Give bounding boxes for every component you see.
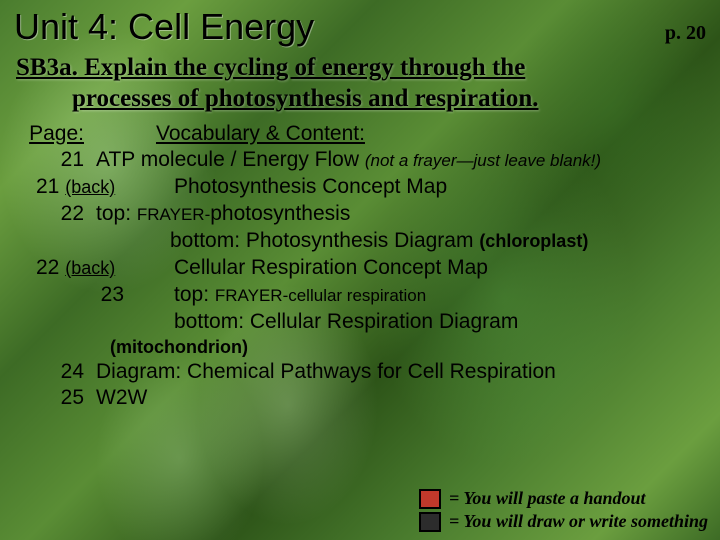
page-22back: (back) (65, 258, 115, 278)
row3-post: photosynthesis (210, 202, 350, 225)
standard-line1: SB3a. Explain the cycling of energy thro… (16, 54, 525, 81)
swatch-draw (419, 512, 441, 532)
row6-pre: top: (174, 283, 215, 306)
row1-text: ATP molecule / Energy Flow (96, 148, 365, 171)
page-23: 23 (14, 282, 142, 309)
page-25: 25 (14, 385, 96, 412)
row6-sc: FRAYER-cellular respiration (215, 286, 426, 305)
row2-text: Photosynthesis Concept Map (142, 174, 706, 201)
row7-text: bottom: Cellular Respiration Diagram (142, 309, 706, 336)
vocab-header: Vocabulary & Content: (156, 122, 365, 145)
page-number: p. 20 (665, 22, 706, 45)
row4-note: (chloroplast) (479, 231, 588, 251)
row1-note: (not a frayer—just leave blank!) (365, 151, 601, 170)
page-21back-num: 21 (36, 175, 65, 198)
row3-pre: top: (96, 202, 137, 225)
content-block: Page: Vocabulary & Content: 21 ATP molec… (14, 121, 706, 413)
mito-note: (mitochondrion) (14, 336, 706, 359)
page-21back: (back) (65, 177, 115, 197)
legend-draw-text: = You will draw or write something (449, 511, 708, 532)
row8-text: Diagram: Chemical Pathways for Cell Resp… (96, 359, 706, 386)
row5-text: Cellular Respiration Concept Map (142, 255, 706, 282)
page-22: 22 (14, 201, 96, 228)
unit-title: Unit 4: Cell Energy (14, 6, 314, 48)
standard-line2: processes of photosynthesis and respirat… (16, 83, 706, 114)
legend-paste-text: = You will paste a handout (449, 488, 645, 509)
row9-text: W2W (96, 385, 706, 412)
legend: = You will paste a handout = You will dr… (419, 486, 708, 532)
page-21: 21 (14, 147, 96, 174)
row3-sc: FRAYER- (137, 205, 210, 224)
swatch-paste (419, 489, 441, 509)
page-24: 24 (14, 359, 96, 386)
page-22back-num: 22 (36, 256, 65, 279)
standard-text: SB3a. Explain the cycling of energy thro… (14, 52, 706, 115)
row4-text: bottom: Photosynthesis Diagram (170, 229, 479, 252)
page-header: Page: (29, 122, 84, 145)
